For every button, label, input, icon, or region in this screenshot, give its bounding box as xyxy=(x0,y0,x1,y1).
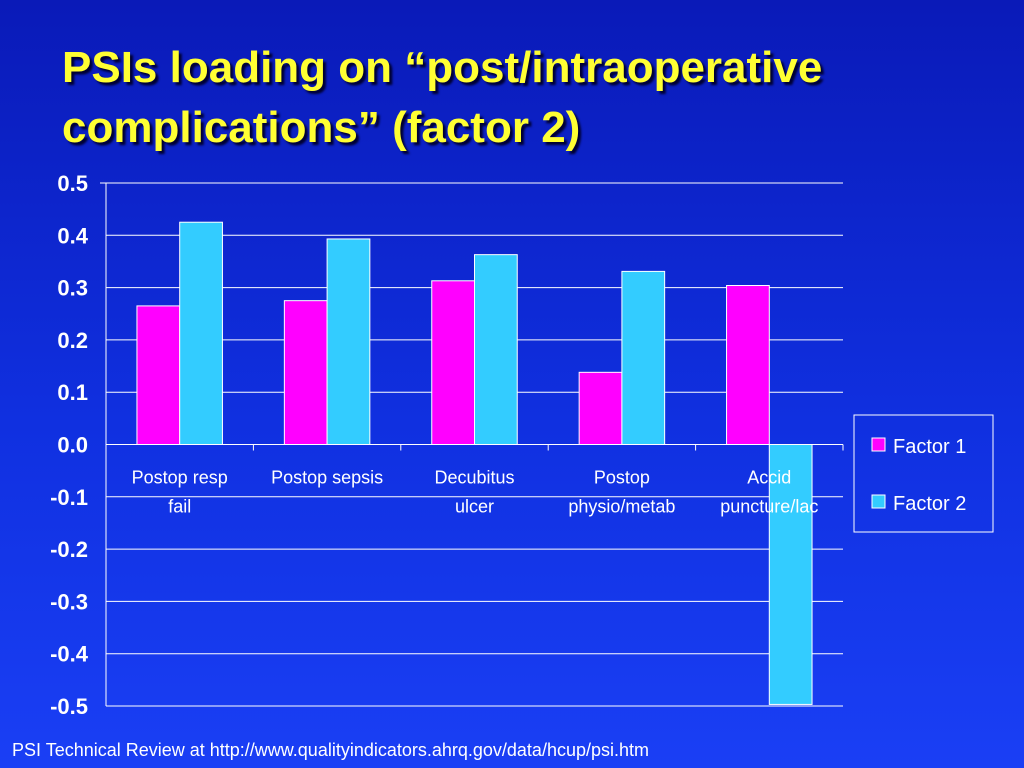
y-tick-label: -0.4 xyxy=(50,642,89,667)
y-tick-label: -0.5 xyxy=(50,694,88,719)
bar-factor-1 xyxy=(431,280,475,445)
y-tick-label: 0.4 xyxy=(57,223,88,248)
x-tick-label: Postop sepsis xyxy=(271,468,383,488)
y-tick-label: -0.1 xyxy=(50,485,88,510)
legend-swatch xyxy=(871,494,886,509)
y-tick-label: 0.1 xyxy=(57,380,88,405)
y-tick-label: 0.5 xyxy=(57,171,88,196)
y-tick-label: -0.2 xyxy=(50,537,88,562)
x-tick-label: Postop xyxy=(594,468,650,488)
bar-factor-1 xyxy=(578,371,623,445)
slide-title: PSIs loading on “post/intraoperative com… xyxy=(62,43,823,152)
x-tick-label: puncture/lac xyxy=(720,497,818,517)
bar-factor-2 xyxy=(768,444,813,705)
x-tick-label: Accid xyxy=(747,468,791,488)
x-tick-label: ulcer xyxy=(455,497,494,517)
bar-factor-2 xyxy=(621,270,666,445)
x-tick-label: fail xyxy=(168,497,191,517)
legend-label: Factor 2 xyxy=(893,493,966,515)
legend: Factor 1 Factor 2 xyxy=(853,414,994,533)
bar-factor-1 xyxy=(136,305,181,445)
y-tick-labels: 0.5 0.4 0.3 0.2 0.1 0.0 -0.1 -0.2 -0.3 -0.4 -0.5 xyxy=(50,171,89,719)
x-tick-label: Decubitus xyxy=(434,468,514,488)
bar-factor-1 xyxy=(726,285,770,445)
bar-factor-2 xyxy=(326,238,371,445)
legend-box xyxy=(853,414,994,533)
source-footer: PSI Technical Review at http://www.quali… xyxy=(12,740,649,760)
axes xyxy=(100,182,844,706)
y-tick-label: -0.3 xyxy=(50,589,88,614)
bar-factor-2 xyxy=(474,254,518,445)
x-tick-labels: Postop resp fail Postop sepsis Decubitus ulc… xyxy=(132,468,819,517)
bars xyxy=(136,221,813,705)
x-tick-label: physio/metab xyxy=(568,497,675,517)
legend-label: Factor 1 xyxy=(893,436,966,458)
y-tick-label: 0.3 xyxy=(57,276,88,301)
bar-factor-1 xyxy=(283,300,328,445)
bar-factor-2 xyxy=(179,221,223,445)
legend-swatch xyxy=(871,437,886,452)
y-tick-label: 0.2 xyxy=(57,328,88,353)
x-tick-label: Postop resp xyxy=(132,468,228,488)
y-tick-label: 0.0 xyxy=(57,433,88,458)
